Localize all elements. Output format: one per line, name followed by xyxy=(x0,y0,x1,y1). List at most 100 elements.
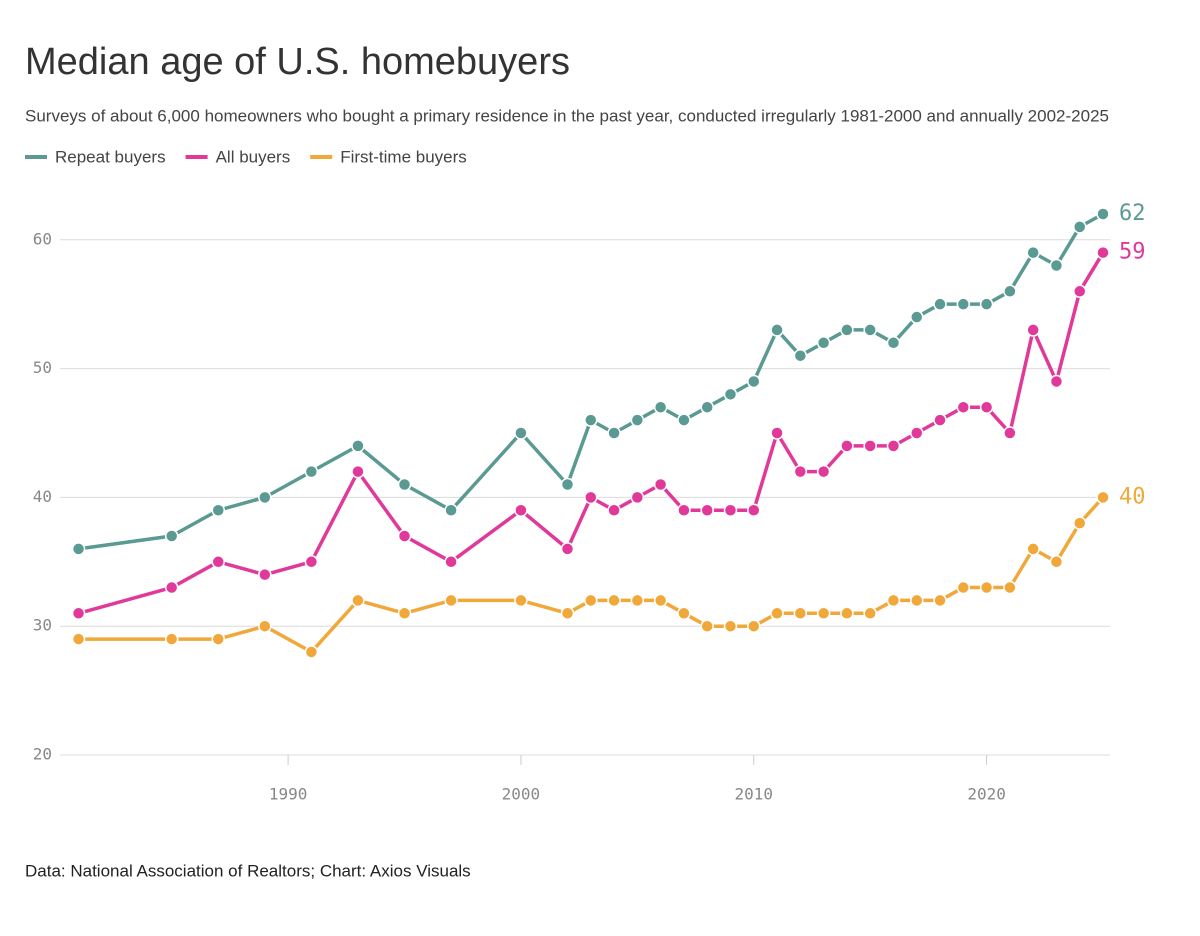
data-point xyxy=(653,400,668,414)
data-point xyxy=(700,503,714,518)
data-point xyxy=(258,619,272,633)
data-point xyxy=(677,503,691,518)
data-point xyxy=(747,374,761,389)
x-tick-label: 2010 xyxy=(735,785,774,804)
data-point xyxy=(700,400,714,414)
data-point xyxy=(1072,220,1087,234)
data-point xyxy=(770,323,784,337)
series-line xyxy=(78,496,1105,654)
data-point xyxy=(630,413,645,427)
data-point xyxy=(71,542,86,556)
legend-label: Repeat buyers xyxy=(55,147,166,166)
data-point xyxy=(956,400,971,414)
data-point xyxy=(840,439,854,453)
data-point xyxy=(304,645,319,659)
data-point xyxy=(933,413,947,427)
data-point xyxy=(607,426,621,440)
data-point xyxy=(444,593,458,608)
end-label: 59 xyxy=(1119,240,1146,265)
data-point xyxy=(1096,490,1110,505)
legend-label: First-time buyers xyxy=(340,147,467,166)
data-point xyxy=(886,439,901,453)
x-tick-label: 1990 xyxy=(269,785,308,804)
data-point xyxy=(840,606,854,621)
data-point xyxy=(933,593,947,608)
data-point xyxy=(258,490,272,505)
data-point xyxy=(607,593,621,608)
data-point xyxy=(723,503,738,518)
data-point xyxy=(909,310,924,324)
data-point xyxy=(1026,542,1040,556)
y-tick-label: 20 xyxy=(33,745,52,764)
data-point xyxy=(444,555,458,569)
data-point xyxy=(956,297,971,311)
y-tick-label: 30 xyxy=(33,616,52,635)
x-tick-label: 2020 xyxy=(967,785,1006,804)
data-point xyxy=(560,477,575,492)
y-tick-label: 60 xyxy=(33,229,52,248)
data-point xyxy=(793,348,808,363)
data-point xyxy=(1072,516,1087,530)
data-point xyxy=(863,439,877,453)
data-point xyxy=(397,606,412,621)
data-point xyxy=(584,593,598,608)
data-point xyxy=(1003,426,1017,440)
data-point xyxy=(211,555,226,569)
data-point xyxy=(164,580,179,595)
data-point xyxy=(71,632,86,646)
data-point xyxy=(584,413,598,427)
data-point xyxy=(816,606,831,621)
data-point xyxy=(1026,323,1040,337)
data-point xyxy=(909,593,924,608)
data-point xyxy=(164,632,179,646)
data-point xyxy=(304,464,319,479)
data-point xyxy=(584,490,598,505)
data-point xyxy=(351,439,365,453)
y-tick-label: 50 xyxy=(33,358,52,377)
data-point xyxy=(793,464,808,479)
data-point xyxy=(351,593,365,608)
data-point xyxy=(677,606,691,621)
chart-subtitle: Surveys of about 6,000 homeowners who bo… xyxy=(25,106,1109,125)
data-point xyxy=(840,323,854,337)
data-point xyxy=(1049,374,1064,389)
data-point xyxy=(863,606,877,621)
data-point xyxy=(816,336,831,350)
data-point xyxy=(956,580,971,595)
data-point xyxy=(747,503,761,518)
legend-label: All buyers xyxy=(216,147,291,166)
data-point xyxy=(909,426,924,440)
data-point xyxy=(514,426,528,440)
data-point xyxy=(211,503,226,518)
data-point xyxy=(514,503,528,518)
data-point xyxy=(979,297,994,311)
data-point xyxy=(886,593,901,608)
data-point xyxy=(1003,284,1017,299)
data-point xyxy=(1026,245,1040,260)
data-point xyxy=(304,555,319,569)
data-point xyxy=(560,542,575,556)
data-point xyxy=(1003,580,1017,595)
data-point xyxy=(351,464,365,479)
data-point xyxy=(723,387,738,402)
data-point xyxy=(770,426,784,440)
data-point xyxy=(71,606,86,621)
data-point xyxy=(979,400,994,414)
data-point xyxy=(630,490,645,505)
data-point xyxy=(560,606,575,621)
data-point xyxy=(1072,284,1087,299)
data-point xyxy=(933,297,947,311)
data-point xyxy=(444,503,458,518)
data-point xyxy=(1049,555,1064,569)
y-tick-label: 40 xyxy=(33,487,52,506)
data-point xyxy=(397,529,412,543)
data-point xyxy=(164,529,179,543)
data-point xyxy=(979,580,994,595)
data-point xyxy=(258,567,272,582)
data-point xyxy=(630,593,645,608)
end-label: 40 xyxy=(1119,484,1146,509)
data-point xyxy=(1096,207,1110,221)
end-label: 62 xyxy=(1119,201,1146,226)
data-point xyxy=(1096,245,1110,260)
